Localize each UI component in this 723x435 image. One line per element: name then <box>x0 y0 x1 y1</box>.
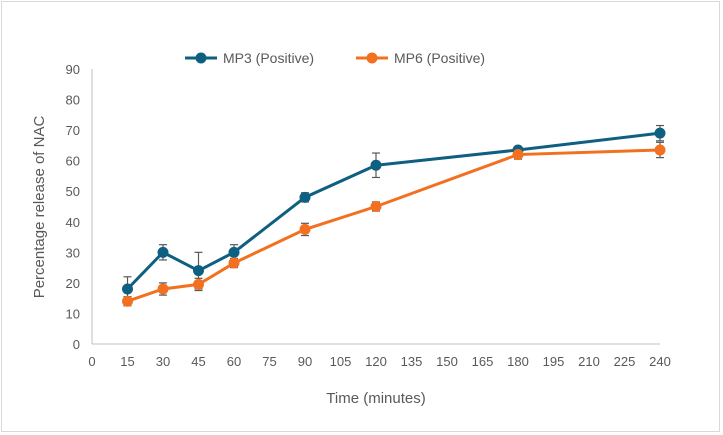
legend-marker <box>195 52 207 64</box>
x-tick-label: 195 <box>543 354 565 369</box>
y-axis-label: Percentage release of NAC <box>31 116 48 299</box>
y-tick-label: 0 <box>73 337 80 352</box>
x-tick-label: 30 <box>156 354 170 369</box>
data-point <box>370 159 382 171</box>
x-tick-label: 210 <box>578 354 600 369</box>
data-point <box>228 246 240 258</box>
data-point <box>157 246 169 258</box>
x-tick-label: 90 <box>298 354 312 369</box>
data-point <box>228 257 240 269</box>
data-point <box>299 191 311 203</box>
data-point <box>157 283 169 295</box>
data-point <box>122 295 133 307</box>
data-point <box>512 149 524 161</box>
y-tick-label: 40 <box>66 215 80 230</box>
x-tick-label: 120 <box>365 354 387 369</box>
y-tick-label: 80 <box>66 93 80 108</box>
series-line <box>126 131 661 291</box>
x-tick-label: 150 <box>436 354 458 369</box>
y-tick-label: 10 <box>66 306 80 321</box>
x-tick-label: 15 <box>120 354 134 369</box>
x-tick-label: 45 <box>191 354 205 369</box>
x-tick-label: 180 <box>507 354 529 369</box>
data-point <box>299 223 311 235</box>
x-tick-label: 105 <box>330 354 352 369</box>
y-tick-label: 70 <box>66 123 80 138</box>
series-line <box>127 148 661 303</box>
x-axis-label: Time (minutes) <box>326 390 425 407</box>
y-tick-label: 30 <box>66 245 80 260</box>
x-tick-label: 75 <box>262 354 276 369</box>
data-point <box>370 201 382 212</box>
legend-marker <box>366 52 378 64</box>
y-tick-label: 20 <box>66 276 80 291</box>
x-tick-label: 60 <box>227 354 241 369</box>
x-tick-label: 135 <box>401 354 423 369</box>
data-point <box>193 265 204 277</box>
x-tick-label: 165 <box>472 354 494 369</box>
data-point <box>193 278 204 290</box>
data-point <box>122 283 133 295</box>
x-tick-label: 225 <box>614 354 636 369</box>
x-tick-label: 0 <box>88 354 95 369</box>
legend-label: MP6 (Positive) <box>394 50 485 66</box>
data-point <box>654 127 666 139</box>
legend-label: MP3 (Positive) <box>223 50 314 66</box>
x-tick-label: 240 <box>649 354 671 369</box>
y-tick-label: 60 <box>66 154 80 169</box>
y-tick-label: 90 <box>66 62 80 77</box>
series-2 <box>122 141 666 307</box>
data-point <box>654 144 666 156</box>
y-tick-label: 50 <box>66 184 80 199</box>
